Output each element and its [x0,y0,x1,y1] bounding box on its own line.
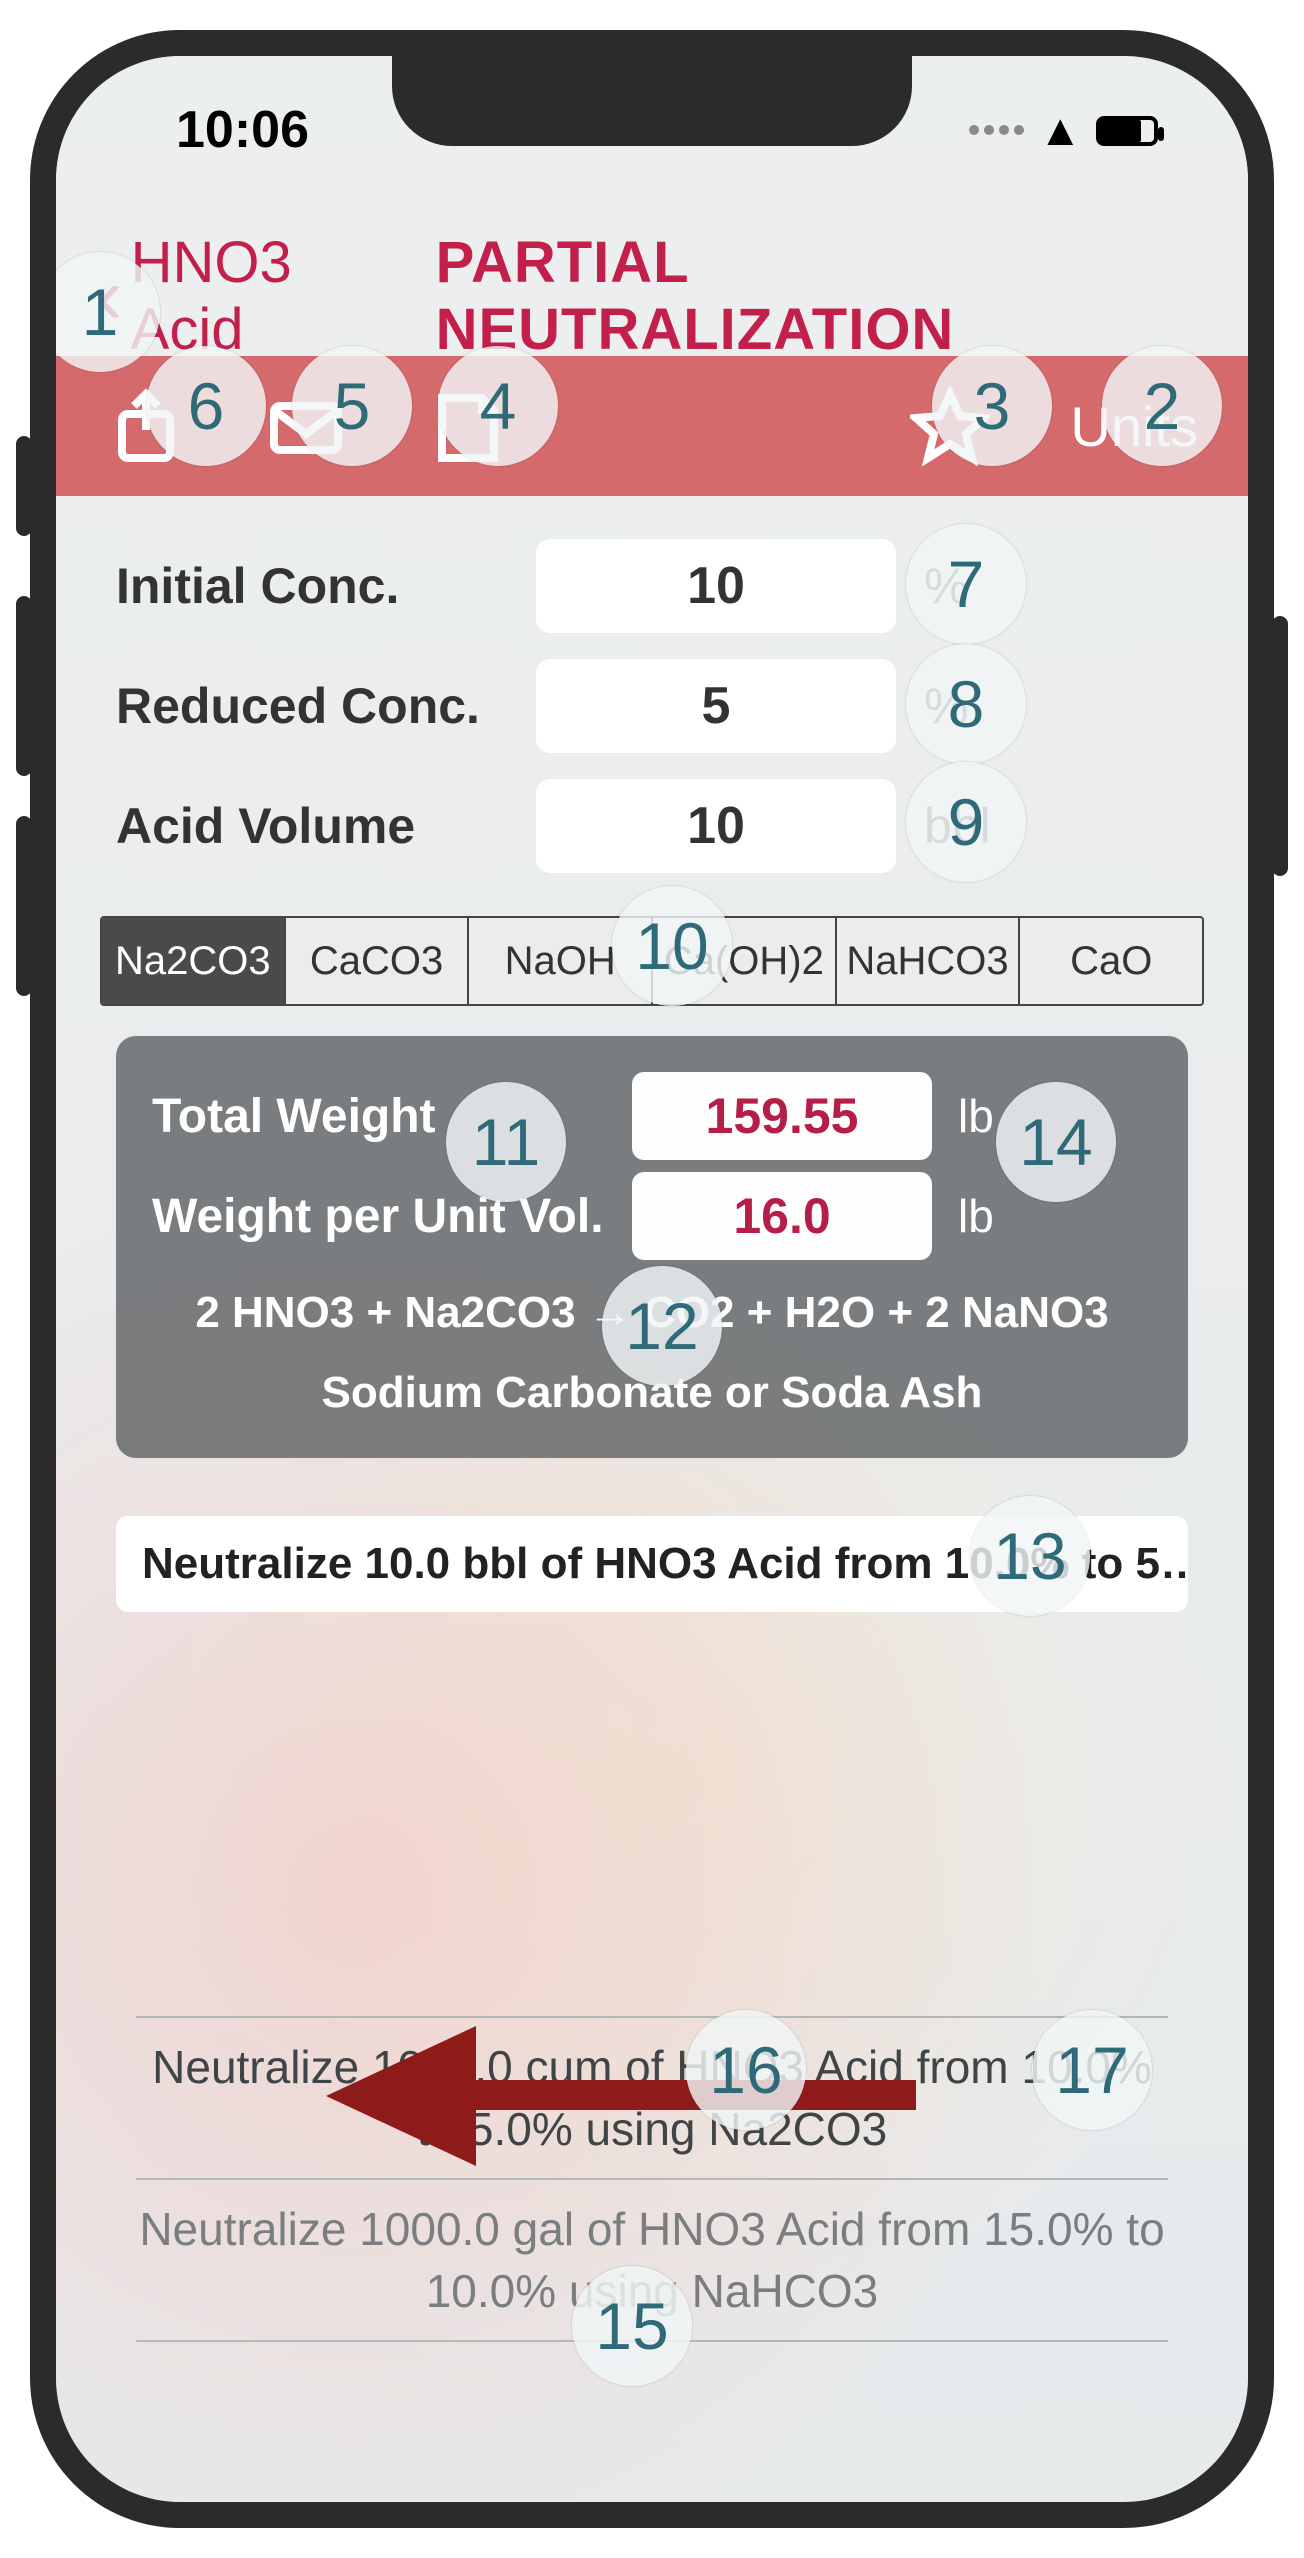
swipe-arrow-icon [356,2036,916,2156]
battery-icon [1096,116,1158,146]
annotation-bubble: 6 [146,346,266,466]
per-unit-unit: lb [958,1189,994,1243]
status-time: 10:06 [176,100,309,160]
side-button [1272,616,1288,876]
annotation-bubble: 9 [906,762,1026,882]
acid-volume-label: Acid Volume [116,797,536,855]
per-unit-value: 16.0 [632,1172,932,1260]
acid-volume-input[interactable]: 10 [536,779,896,873]
annotation-bubble: 10 [612,886,732,1006]
notch [392,56,912,146]
total-weight-value: 159.55 [632,1072,932,1160]
annotation-bubble: 4 [438,346,558,466]
reduced-conc-label: Reduced Conc. [116,677,536,735]
segment-option[interactable]: CaCO3 [286,918,470,1004]
annotation-bubble: 7 [906,524,1026,644]
annotation-bubble: 5 [292,346,412,466]
nav-bar: ‹ HNO3 Acid PARTIAL NEUTRALIZATION [56,236,1248,356]
annotation-bubble: 11 [446,1082,566,1202]
screen: 10:06 ▲ ‹ HNO3 Acid PARTIAL NEUTRALIZATI… [56,56,1248,2502]
segment-option[interactable]: NaHCO3 [837,918,1021,1004]
annotation-bubble: 12 [602,1266,722,1386]
segment-option[interactable]: CaO [1020,918,1202,1004]
annotation-bubble: 13 [970,1496,1090,1616]
annotation-bubble: 16 [686,2010,806,2130]
initial-conc-input[interactable]: 10 [536,539,896,633]
initial-conc-label: Initial Conc. [116,557,536,615]
page-title: PARTIAL NEUTRALIZATION [436,229,1208,363]
total-weight-unit: lb [958,1089,994,1143]
input-form: Initial Conc. 10 % Reduced Conc. 5 % Aci… [116,526,1188,886]
back-label[interactable]: HNO3 Acid [131,229,412,363]
annotation-bubble: 2 [1102,346,1222,466]
side-button [16,596,32,776]
phone-frame: 10:06 ▲ ‹ HNO3 Acid PARTIAL NEUTRALIZATI… [30,30,1274,2528]
annotation-bubble: 14 [996,1082,1116,1202]
annotation-bubble: 8 [906,644,1026,764]
reduced-conc-input[interactable]: 5 [536,659,896,753]
side-button [16,816,32,996]
cellular-icon [964,122,1024,140]
per-unit-label: Weight per Unit Vol. [152,1189,632,1244]
annotation-bubble: 17 [1032,2010,1152,2130]
annotation-bubble: 15 [572,2266,692,2386]
side-button [16,436,32,536]
annotation-bubble: 3 [932,346,1052,466]
wifi-icon: ▲ [1038,106,1082,156]
segment-option[interactable]: Na2CO3 [102,918,286,1004]
